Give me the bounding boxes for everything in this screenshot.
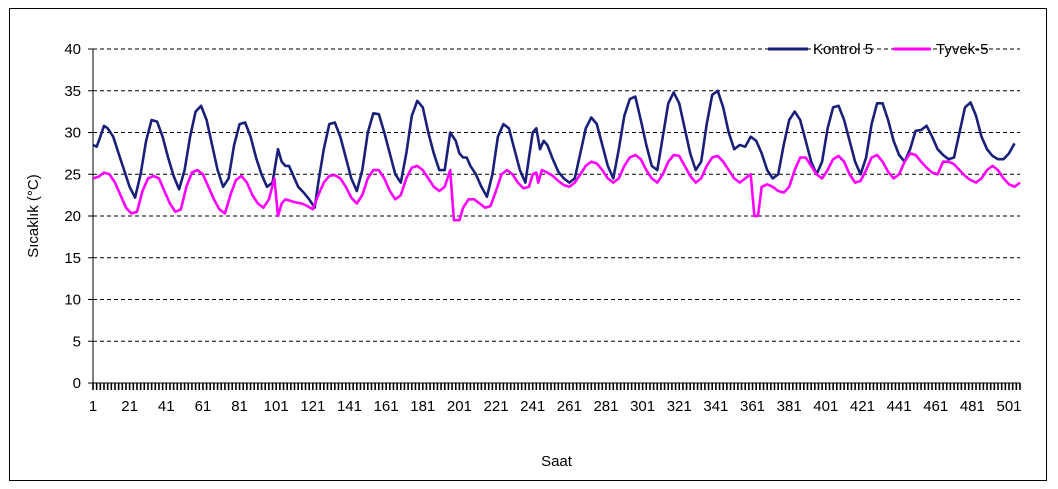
x-tick-label: 261 bbox=[557, 398, 582, 415]
x-tick-label: 241 bbox=[520, 398, 545, 415]
x-tick-label: 161 bbox=[374, 398, 399, 415]
x-tick-label: 401 bbox=[813, 398, 838, 415]
series-line-tyvek-5 bbox=[92, 152, 1021, 222]
x-tick-label: 441 bbox=[887, 398, 912, 415]
y-tick-labels: 0 5 10 15 20 25 30 35 40 bbox=[64, 41, 93, 392]
x-tick-label: 121 bbox=[300, 398, 325, 415]
y-tick-label: 30 bbox=[64, 125, 81, 142]
y-tick-label: 20 bbox=[64, 208, 81, 225]
x-tick-label: 1 bbox=[89, 398, 97, 415]
x-tick-label: 501 bbox=[996, 398, 1021, 415]
x-tick-label: 481 bbox=[960, 398, 985, 415]
x-tick-label: 281 bbox=[593, 398, 618, 415]
x-tick-label: 201 bbox=[447, 398, 472, 415]
legend: Kontrol 5 Tyvek-5 bbox=[768, 41, 989, 58]
x-tick-label: 61 bbox=[195, 398, 212, 415]
x-tick-label: 41 bbox=[158, 398, 175, 415]
series-line-kontrol-5 bbox=[92, 89, 1016, 209]
x-tick-label: 101 bbox=[264, 398, 289, 415]
chart-frame: 0 5 10 15 20 25 30 35 40 1 21 41 61 81 101 121 141 161 18… bbox=[9, 8, 1047, 481]
y-tick-label: 40 bbox=[64, 41, 81, 58]
x-tick-label: 21 bbox=[121, 398, 138, 415]
y-tick-label: 0 bbox=[73, 375, 81, 392]
x-tick-label: 421 bbox=[850, 398, 875, 415]
x-minor-ticks bbox=[92, 383, 1021, 390]
x-tick-label: 461 bbox=[923, 398, 948, 415]
grid-lines bbox=[93, 48, 1020, 342]
x-tick-label: 81 bbox=[231, 398, 248, 415]
x-tick-label: 321 bbox=[667, 398, 692, 415]
x-tick-labels: 1 21 41 61 81 101 121 141 161 181 201 221 241 261 281 3… bbox=[89, 398, 1022, 415]
y-tick-label: 10 bbox=[64, 292, 81, 309]
x-tick-label: 181 bbox=[410, 398, 435, 415]
x-tick-label: 141 bbox=[337, 398, 362, 415]
y-tick-label: 25 bbox=[64, 166, 81, 183]
legend-label-tyvek-5: Tyvek-5 bbox=[936, 41, 989, 58]
y-axis-title: Sıcaklık (°C) bbox=[25, 174, 42, 258]
series-lines bbox=[92, 89, 1021, 222]
y-tick-label: 5 bbox=[73, 333, 81, 350]
x-tick-label: 361 bbox=[740, 398, 765, 415]
x-axis-title: Saat bbox=[541, 453, 573, 470]
y-tick-label: 15 bbox=[64, 250, 81, 267]
x-tick-label: 341 bbox=[703, 398, 728, 415]
legend-label-kontrol-5: Kontrol 5 bbox=[813, 41, 873, 58]
y-tick-label: 35 bbox=[64, 83, 81, 100]
x-tick-label: 301 bbox=[630, 398, 655, 415]
x-tick-label: 381 bbox=[777, 398, 802, 415]
x-tick-label: 221 bbox=[484, 398, 509, 415]
